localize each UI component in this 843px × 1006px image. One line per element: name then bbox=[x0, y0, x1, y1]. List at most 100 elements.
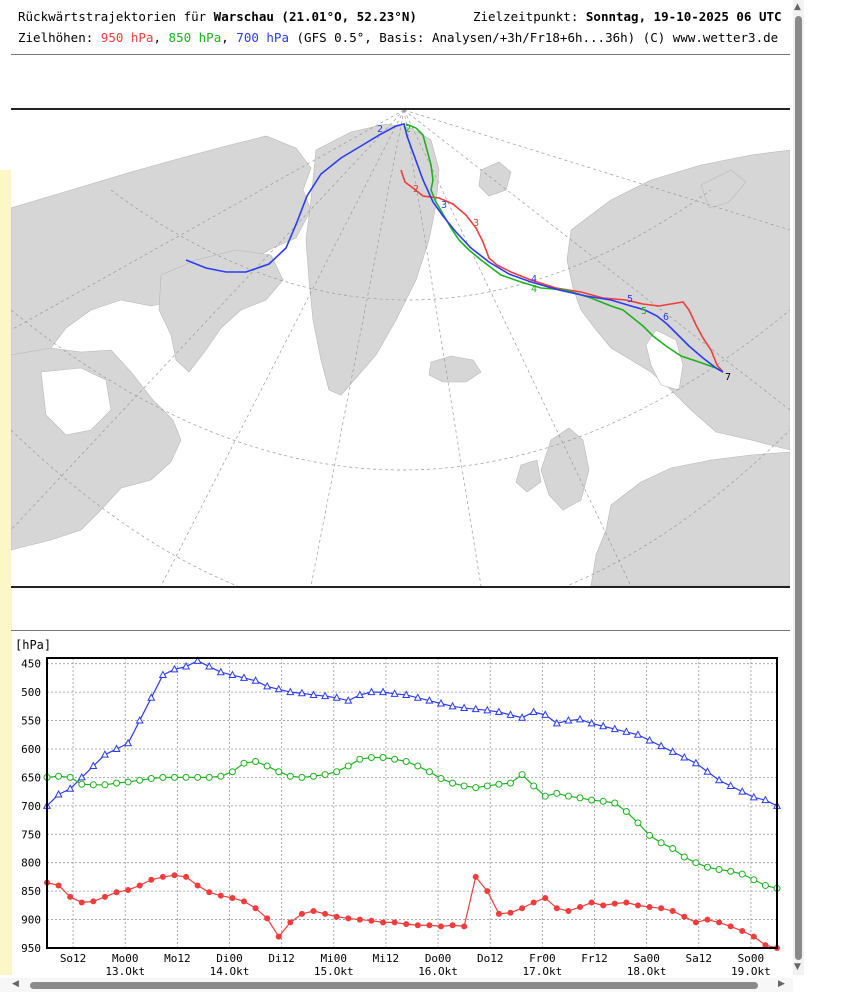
series-point bbox=[101, 781, 109, 789]
scroll-up-icon[interactable]: ▲ bbox=[794, 2, 801, 12]
series-point bbox=[100, 750, 109, 758]
series-point bbox=[148, 876, 155, 883]
land-ireland bbox=[515, 459, 542, 493]
heights-label: Zielhöhen: bbox=[18, 30, 101, 45]
series-point bbox=[727, 867, 735, 875]
trajectory-950 bbox=[400, 169, 724, 373]
series-point bbox=[564, 792, 572, 800]
plot-frame bbox=[46, 657, 778, 949]
series-point bbox=[704, 916, 711, 923]
horizontal-scroll-thumb[interactable] bbox=[30, 982, 758, 989]
series-point bbox=[425, 696, 434, 704]
y-tick-label: 900 bbox=[21, 914, 41, 927]
series-point bbox=[425, 768, 433, 776]
series-point bbox=[77, 772, 86, 781]
svg-text:4: 4 bbox=[531, 274, 537, 285]
series-point bbox=[738, 870, 746, 878]
series-point bbox=[264, 915, 271, 922]
series-point bbox=[460, 703, 469, 712]
land-scandinavia-russia bbox=[566, 149, 791, 451]
series-point bbox=[55, 882, 62, 889]
level-950-label: 950 hPa bbox=[100, 30, 154, 45]
series-point bbox=[761, 795, 770, 804]
series-point bbox=[657, 839, 665, 847]
series-point bbox=[216, 667, 225, 676]
map-graticule bbox=[10, 109, 791, 621]
target-label: Zielzeitpunkt: bbox=[473, 9, 586, 24]
series-point bbox=[379, 754, 387, 762]
target-value: Sonntag, 19-10-2025 06 UTC bbox=[585, 9, 782, 24]
series-point bbox=[703, 767, 712, 775]
series-point bbox=[518, 771, 526, 779]
series-point bbox=[332, 693, 341, 701]
scroll-right-icon[interactable]: ▶ bbox=[778, 979, 785, 989]
series-point bbox=[217, 772, 225, 780]
level-850-label: 850 hPa bbox=[168, 30, 222, 45]
series-point bbox=[414, 762, 422, 770]
series-point bbox=[600, 902, 607, 909]
horizontal-scrollbar[interactable]: ◀ ▶ bbox=[0, 978, 793, 992]
city-name: Warschau bbox=[213, 9, 274, 24]
pressure-chart: [hPa] 450500550600650700750800850900950 … bbox=[15, 638, 782, 978]
land-great-britain bbox=[540, 427, 590, 511]
series-point bbox=[750, 933, 757, 940]
vertical-scrollbar[interactable]: ▲ ▼ bbox=[793, 0, 804, 975]
series-point bbox=[691, 758, 700, 767]
x-tick-label: Mo12 bbox=[164, 952, 191, 965]
page-side-strip bbox=[0, 170, 12, 975]
series-point bbox=[761, 881, 769, 889]
y-axis-label: [hPa] bbox=[15, 638, 51, 652]
series-point bbox=[124, 738, 133, 747]
series-point bbox=[506, 779, 514, 787]
series-point bbox=[471, 704, 480, 713]
series-point bbox=[54, 789, 63, 798]
series-point bbox=[658, 905, 665, 912]
series-point bbox=[564, 715, 573, 724]
series-point bbox=[205, 661, 214, 670]
series-point bbox=[66, 773, 74, 781]
vertical-scroll-thumb[interactable] bbox=[795, 16, 802, 960]
series-point bbox=[240, 759, 248, 767]
y-tick-label: 700 bbox=[21, 800, 41, 813]
series-point bbox=[494, 707, 503, 716]
series-point bbox=[506, 710, 515, 718]
land-iceland bbox=[428, 355, 482, 383]
series-point bbox=[472, 873, 479, 880]
series-point bbox=[275, 933, 282, 940]
scroll-left-icon[interactable]: ◀ bbox=[12, 979, 19, 989]
x-tick-label: Sa12 bbox=[686, 952, 713, 965]
chart-series bbox=[42, 656, 782, 951]
series-point bbox=[403, 921, 410, 928]
target-time: Zielzeitpunkt: Sonntag, 19-10-2025 06 UT… bbox=[473, 6, 782, 28]
x-tick-label: Mo00 bbox=[112, 952, 139, 965]
series-point bbox=[577, 904, 584, 911]
series-point bbox=[67, 893, 74, 900]
y-tick-label: 500 bbox=[21, 686, 41, 699]
x-date-label: 19.Okt bbox=[731, 965, 771, 978]
series-point bbox=[553, 905, 560, 912]
series-point bbox=[298, 910, 305, 917]
series-point bbox=[623, 899, 630, 906]
series-point bbox=[251, 676, 260, 684]
series-point bbox=[552, 718, 561, 727]
series-point bbox=[368, 917, 375, 924]
series-point bbox=[159, 873, 166, 880]
series-point bbox=[275, 768, 283, 776]
x-tick-label: Di00 bbox=[216, 952, 243, 965]
series-point bbox=[553, 789, 561, 797]
series-point bbox=[344, 696, 353, 704]
series-point bbox=[66, 784, 75, 792]
y-tick-label: 750 bbox=[21, 828, 41, 841]
series-point bbox=[437, 775, 445, 783]
series-point bbox=[298, 773, 306, 781]
series-point bbox=[646, 904, 653, 911]
scroll-down-icon[interactable]: ▼ bbox=[794, 962, 801, 972]
series-point bbox=[378, 687, 388, 696]
series-point bbox=[78, 780, 86, 788]
level-700-label: 700 hPa bbox=[236, 30, 289, 45]
x-tick-label: Di12 bbox=[268, 952, 295, 965]
trajectory-700 bbox=[185, 123, 724, 373]
series-point bbox=[90, 898, 97, 905]
series-point bbox=[495, 910, 502, 917]
series-point bbox=[680, 853, 688, 861]
